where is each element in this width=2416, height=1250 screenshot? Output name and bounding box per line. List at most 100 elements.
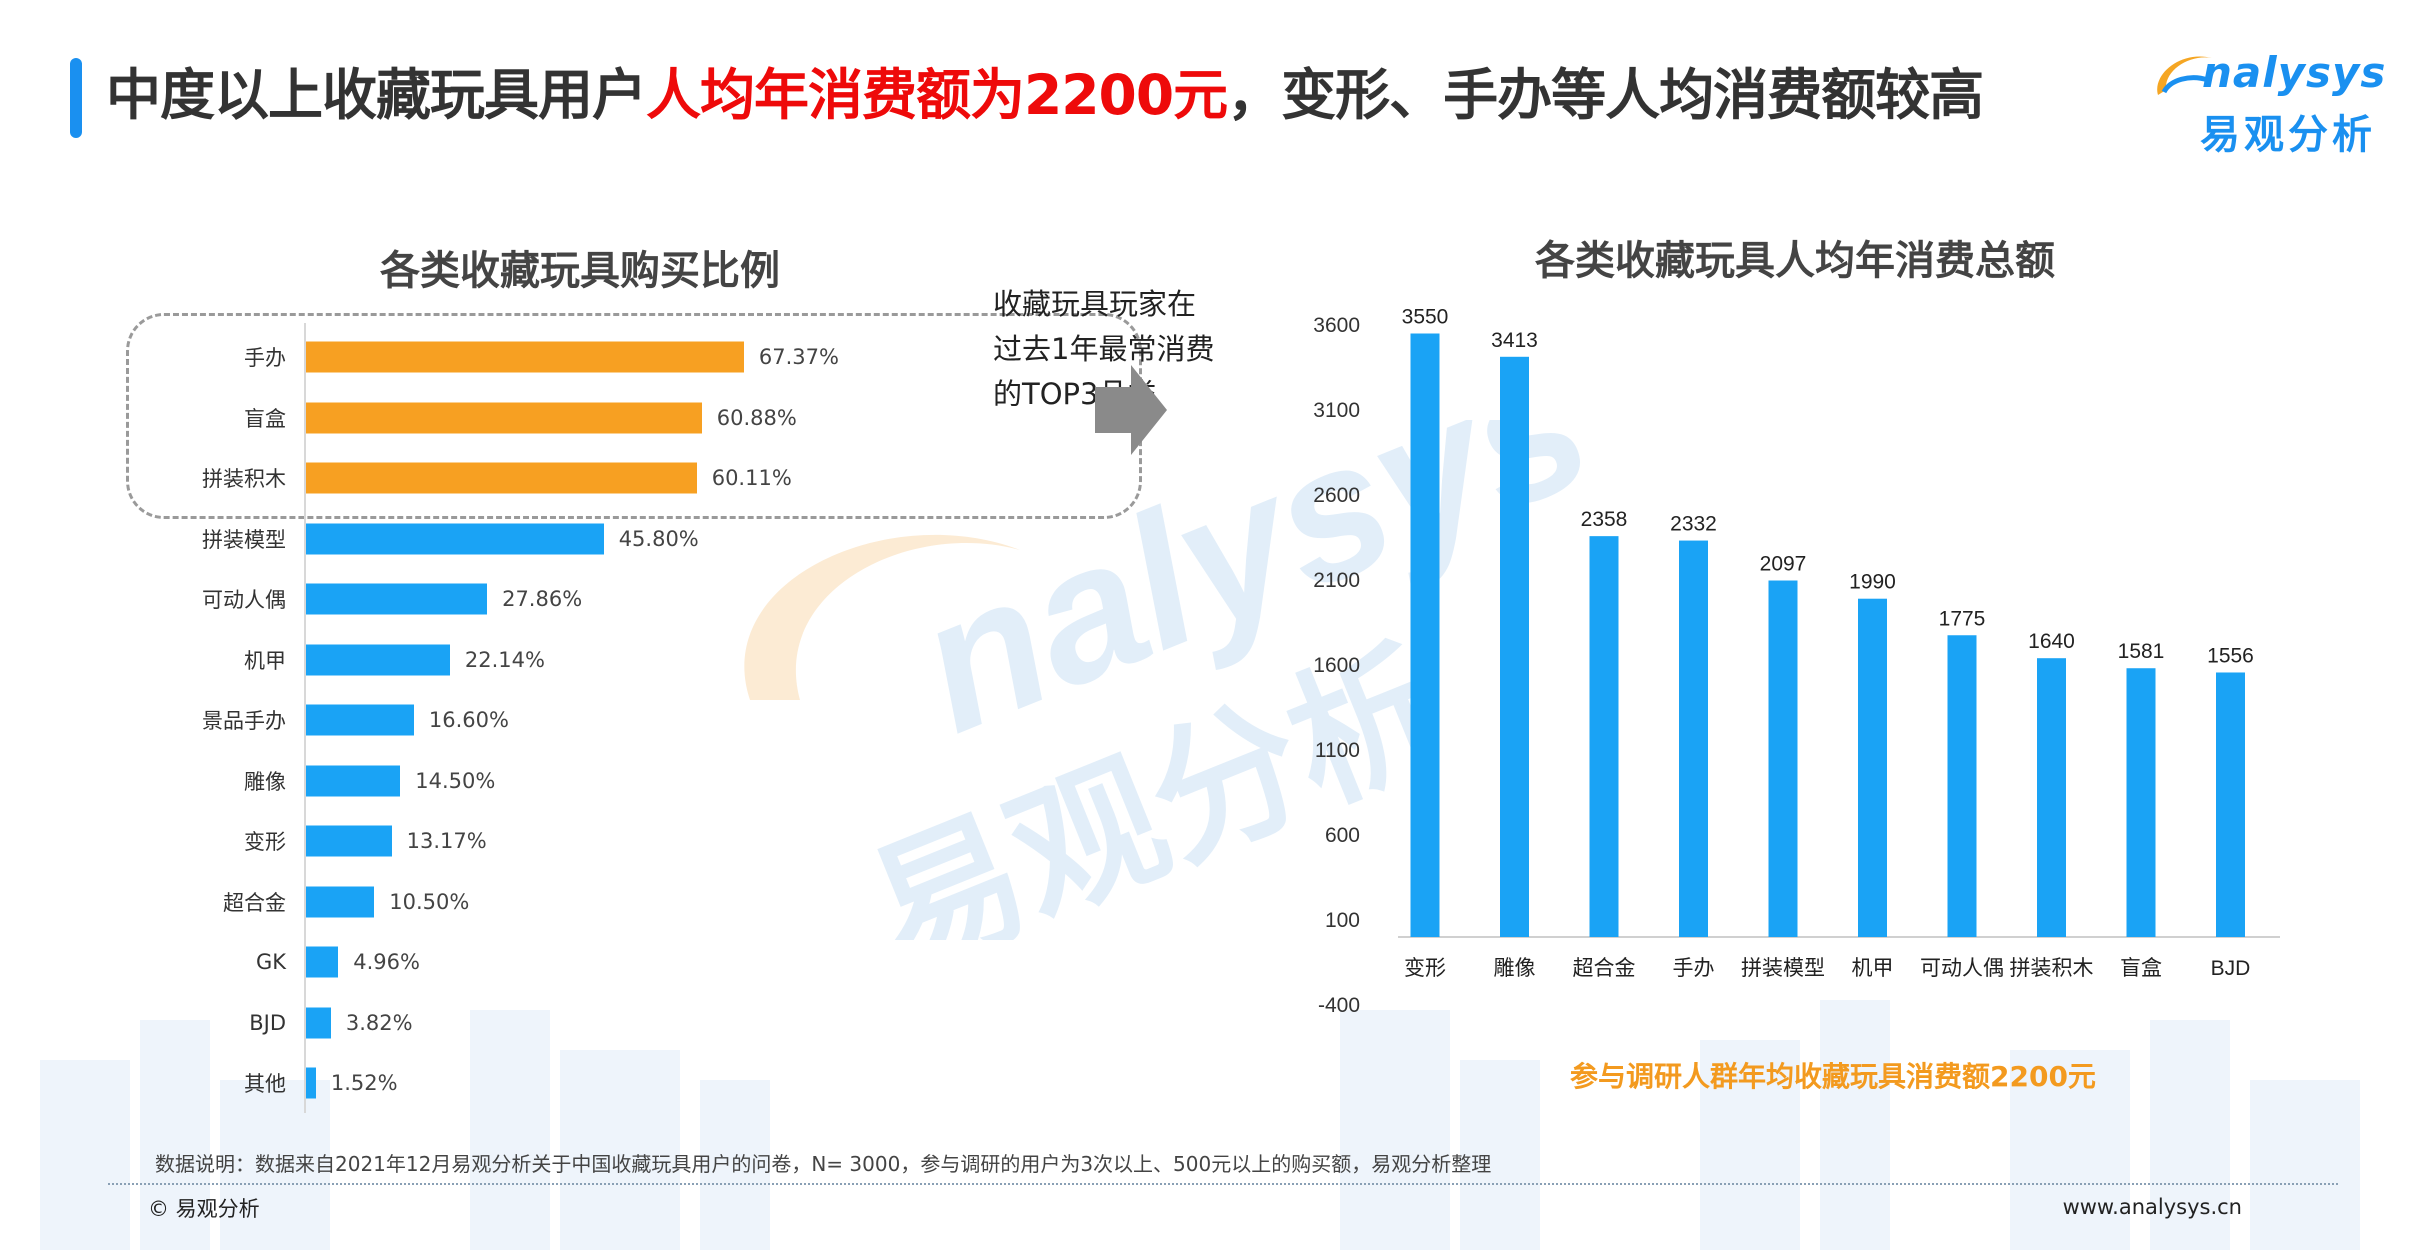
data-label: 22.14% [464,647,545,672]
category-label: 拼装模型 [202,527,286,552]
left-chart-title: 各类收藏玩具购买比例 [380,248,780,294]
data-label: 14.50% [415,768,496,793]
bar [1589,536,1619,937]
y-tick-label: 3100 [1313,399,1360,422]
bar [306,765,401,796]
category-label: BJD [249,1010,286,1035]
bar [1858,598,1887,937]
bar [306,946,339,978]
data-label: 27.86% [502,587,583,611]
category-label: 雕像 [244,769,286,794]
y-tick-label: 100 [1325,909,1360,932]
logo-cn-text: 易观分析 [2200,112,2376,158]
y-tick-label: 2100 [1313,569,1360,592]
data-label: 67.37% [758,345,839,369]
bar [2037,658,2066,937]
title-accent-bar [70,58,82,138]
category-label: 其他 [244,1072,286,1096]
title-part1: 中度以上收藏玩具用户 [106,63,647,127]
x-tick-label: BJD [2211,957,2251,980]
data-label: 60.11% [711,466,792,490]
category-label: 盲盒 [244,406,286,431]
y-tick-label: 2600 [1313,484,1360,507]
bar [306,704,414,736]
spending-chart-svg: 3600 3100 2600 2100 1600 1100 600 100 -400 3550 变形… [1313,306,2280,1017]
category-label: 景品手办 [202,709,286,733]
x-tick-label: 拼装模型 [1741,957,1825,980]
x-tick-label: 可动人偶 [1920,957,2004,980]
bar [306,523,604,554]
bar [306,462,697,494]
x-tick-label: 超合金 [1573,957,1636,980]
category-label: 变形 [244,830,286,854]
data-label: 13.17% [406,829,487,853]
data-label: 1.52% [330,1071,398,1095]
category-label: GK [255,950,286,974]
data-label: 2097 [1760,553,1807,576]
bar [306,1007,331,1038]
bar [1410,333,1440,937]
data-label: 2358 [1581,508,1628,531]
bar [1768,580,1798,937]
data-label: 3.82% [345,1010,413,1035]
purchase-ratio-chart: 各类收藏玩具购买比例 手办 67.37% 盲盒 60.88% 拼装积木 60.11% 拼装模… [126,248,1215,1113]
category-label: 可动人偶 [202,588,286,612]
bar [306,583,488,615]
bar [2126,668,2156,937]
category-label: 手办 [244,346,286,370]
spending-chart: 3600 3100 2600 2100 1600 1100 600 100 -400 3550 变形… [1250,300,2350,1060]
page-title: 中度以上收藏玩具用户人均年消费额为2200元，变形、手办等人均消费额较高 [106,55,1984,135]
data-label: 3413 [1491,329,1538,352]
left-chart-axis [304,323,306,1113]
data-label: 1581 [2118,640,2165,663]
top3-note: 收藏玩具玩家在过去1年最常消费的TOP3品类 [993,287,1215,411]
category-label: 拼装积木 [202,467,286,491]
copyright: © 易观分析 [148,1197,260,1221]
data-label: 3550 [1402,306,1449,329]
website-link[interactable]: www.analysys.cn [2062,1195,2242,1219]
bar [306,341,744,373]
footer-divider [108,1183,2338,1185]
title-part2: ，变形、手办等人均消费额较高 [1227,63,1984,127]
bar [306,886,375,917]
data-label: 4.96% [353,950,420,974]
right-arrow-icon [1095,365,1167,455]
x-tick-label: 手办 [1673,957,1715,980]
data-label: 2332 [1670,513,1717,536]
y-tick-label: 3600 [1313,314,1360,337]
x-tick-label: 变形 [1404,957,1446,980]
analysys-swoosh-icon [2157,56,2212,95]
data-source-note: 数据说明：数据来自2021年12月易观分析关于中国收藏玩具用户的问卷，N= 30… [155,1152,1492,1176]
category-label: 超合金 [223,890,286,915]
data-label: 1640 [2028,630,2075,653]
y-tick-label: 1600 [1313,654,1360,677]
right-chart-title: 各类收藏玩具人均年消费总额 [1535,238,2055,284]
data-label: 1556 [2207,644,2254,667]
x-tick-label: 拼装积木 [2010,957,2094,980]
y-tick-label: 1100 [1315,739,1360,762]
data-label: 45.80% [618,526,699,551]
bar [306,402,702,433]
x-tick-label: 盲盒 [2120,957,2162,980]
title-highlight: 人均年消费额为2200元 [646,63,1228,127]
bar [1947,635,1977,937]
logo-text: nalysys [2202,48,2387,97]
x-tick-label: 雕像 [1494,957,1536,980]
category-label: 机甲 [244,648,286,673]
bar [1500,356,1529,937]
y-tick-label: -400 [1318,994,1360,1017]
bar [306,825,392,857]
data-label: 10.50% [389,889,470,914]
right-chart-caption: 参与调研人群年均收藏玩具消费额2200元 [1570,1060,2096,1093]
data-label: 1775 [1939,607,1986,630]
y-tick-label: 600 [1325,824,1360,847]
analysys-logo: nalysys 易观分析 [2150,40,2400,158]
data-label: 60.88% [716,405,797,430]
x-tick-label: 机甲 [1852,957,1894,980]
bar [2216,672,2245,937]
bar [306,644,450,675]
bar [306,1067,316,1099]
bar [1679,540,1708,937]
data-label: 1990 [1849,571,1896,594]
